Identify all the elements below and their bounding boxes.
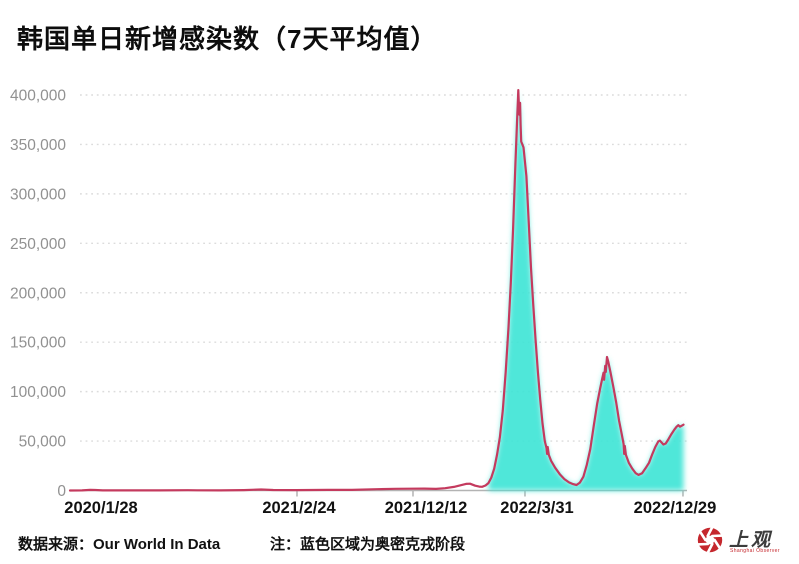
y-tick-label: 400,000	[10, 88, 66, 105]
y-tick-label: 150,000	[10, 335, 66, 352]
publisher-logo: 上观 Shanghai Observer	[694, 522, 794, 560]
x-tick-label: 2020/1/28	[64, 499, 137, 517]
logo-name-en: Shanghai Observer	[730, 548, 780, 554]
omicron-area-fill	[488, 90, 684, 491]
y-tick-label: 300,000	[10, 186, 66, 203]
y-tick-label: 200,000	[10, 285, 66, 302]
x-tick-label: 2021/2/24	[262, 499, 336, 517]
y-tick-label: 0	[57, 483, 66, 500]
y-axis-labels: 0 50,000 100,000 150,000 200,000 250,000 300,0…	[10, 88, 66, 501]
x-tick-label: 2021/12/12	[385, 499, 468, 517]
x-tick-label: 2022/3/31	[500, 499, 573, 517]
chart-title: 韩国单日新增感染数（7天平均值）	[17, 24, 438, 54]
gridlines	[80, 94, 689, 442]
infection-line-series	[68, 89, 685, 492]
y-tick-label: 250,000	[10, 236, 66, 253]
x-tick-label: 2022/12/29	[634, 499, 717, 517]
infection-line-path	[68, 89, 685, 492]
omicron-note-label: 注：蓝色区域为奥密克戎阶段	[270, 536, 466, 553]
shanghai-observer-pinwheel-icon	[696, 525, 724, 555]
y-tick-label: 100,000	[10, 384, 66, 401]
y-tick-label: 350,000	[10, 137, 66, 154]
data-source-label: 数据来源：Our World In Data	[18, 536, 221, 553]
y-tick-label: 50,000	[19, 434, 67, 451]
logo-name-cn: 上观	[729, 530, 774, 551]
omicron-area-path	[488, 90, 684, 491]
footer: 数据来源：Our World In Data 注：蓝色区域为奥密克戎阶段	[0, 531, 799, 557]
x-axis-labels: 2020/1/28 2021/2/24 2021/12/12 2022/3/31 202…	[64, 499, 716, 517]
